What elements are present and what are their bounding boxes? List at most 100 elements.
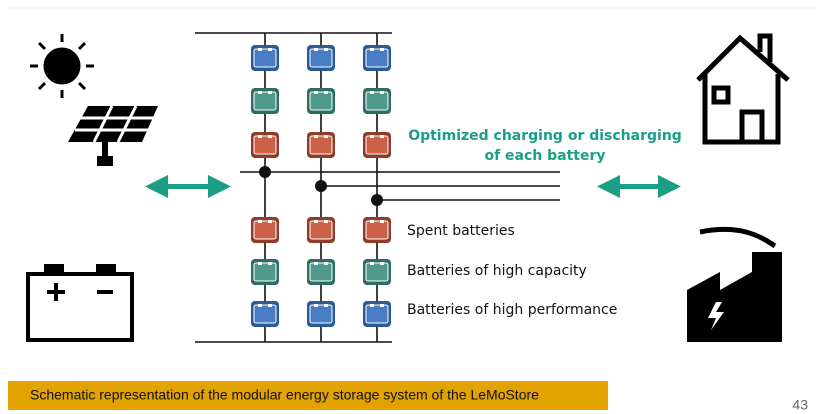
panel-gap — [92, 105, 114, 143]
cell-face — [309, 262, 333, 282]
annotation-line: Optimized charging or discharging — [408, 128, 682, 144]
battery-cell — [251, 259, 279, 285]
cell-terminal — [380, 91, 384, 94]
cell-face — [309, 304, 333, 324]
panel — [68, 106, 158, 142]
cell-terminal — [268, 220, 272, 223]
cell-face — [309, 91, 333, 111]
battery-cell — [363, 217, 391, 243]
cell-terminal — [324, 48, 328, 51]
cell-terminal — [258, 91, 262, 94]
cell-face — [365, 220, 389, 240]
cell-terminal — [258, 262, 262, 265]
cell-terminal — [370, 220, 374, 223]
cell-terminal — [370, 262, 374, 265]
cell-terminal — [268, 262, 272, 265]
sun-icon — [30, 34, 94, 98]
cell-face — [253, 304, 277, 324]
cell-terminal — [258, 220, 262, 223]
cell-terminal — [370, 91, 374, 94]
arrow-head — [658, 175, 681, 198]
cell-terminal — [380, 304, 384, 307]
battery-cell — [251, 45, 279, 71]
cell-face — [365, 262, 389, 282]
legend-label: Spent batteries — [407, 223, 515, 239]
ray — [77, 41, 87, 51]
cell-terminal — [370, 135, 374, 138]
caption: Schematic representation of the modular … — [30, 387, 539, 403]
cell-terminal — [314, 91, 318, 94]
cell-terminal — [370, 304, 374, 307]
panel-base — [97, 156, 113, 166]
cell-terminal — [370, 48, 374, 51]
junction — [259, 166, 271, 178]
battery-cell — [363, 132, 391, 158]
cell-terminal — [324, 304, 328, 307]
polarity — [47, 283, 113, 301]
battery-cell — [307, 259, 335, 285]
cell-terminal — [324, 135, 328, 138]
battery-cell — [251, 301, 279, 327]
cell-terminal — [324, 220, 328, 223]
panel-gap — [116, 105, 138, 143]
cell-face — [309, 135, 333, 155]
cell-face — [365, 91, 389, 111]
cell-face — [365, 304, 389, 324]
battery-grid — [251, 45, 391, 327]
cell-terminal — [314, 135, 318, 138]
arrow-head — [145, 175, 168, 198]
factory-icon — [687, 226, 782, 342]
cell-terminal — [380, 220, 384, 223]
cell-terminal — [314, 220, 318, 223]
cell-face — [309, 48, 333, 68]
battery-cell — [307, 301, 335, 327]
arrow-head — [208, 175, 231, 198]
cell-terminal — [268, 48, 272, 51]
battery-cell — [363, 259, 391, 285]
arrow-right — [597, 175, 681, 198]
factory-body — [687, 252, 782, 342]
cell-terminal — [324, 262, 328, 265]
junction — [315, 180, 327, 192]
battery-cell — [307, 88, 335, 114]
window — [711, 85, 731, 105]
arrow-shaft — [160, 184, 216, 189]
cell-terminal — [324, 91, 328, 94]
battery-cell — [251, 217, 279, 243]
legend-label: Batteries of high capacity — [407, 263, 587, 279]
wiring — [195, 32, 560, 343]
terminal — [96, 264, 116, 274]
cell-terminal — [258, 304, 262, 307]
cell-terminal — [380, 262, 384, 265]
door — [739, 109, 765, 142]
cell-face — [309, 220, 333, 240]
legend-label: Batteries of high performance — [407, 302, 617, 318]
cell-terminal — [314, 48, 318, 51]
arrow-left — [145, 175, 231, 198]
page-number: 43 — [792, 397, 808, 413]
annotation-line: of each battery — [484, 148, 605, 164]
ray — [37, 81, 47, 91]
cell-terminal — [258, 135, 262, 138]
cell-face — [253, 262, 277, 282]
cell-terminal — [314, 304, 318, 307]
cell-terminal — [268, 91, 272, 94]
arrow-head — [597, 175, 620, 198]
battery-cell — [363, 301, 391, 327]
smoke — [699, 226, 777, 249]
cell-terminal — [268, 135, 272, 138]
caption-bar — [8, 381, 608, 410]
bolt — [708, 302, 724, 330]
terminal — [44, 264, 64, 274]
battery-cell — [307, 45, 335, 71]
ray — [37, 41, 47, 51]
cell-face — [365, 135, 389, 155]
battery-icon — [26, 264, 134, 342]
cell-terminal — [380, 135, 384, 138]
battery-cell — [307, 132, 335, 158]
sun-disc — [43, 47, 81, 85]
battery-cell — [363, 45, 391, 71]
roof — [696, 34, 790, 82]
ray — [77, 81, 87, 91]
cell-face — [253, 220, 277, 240]
